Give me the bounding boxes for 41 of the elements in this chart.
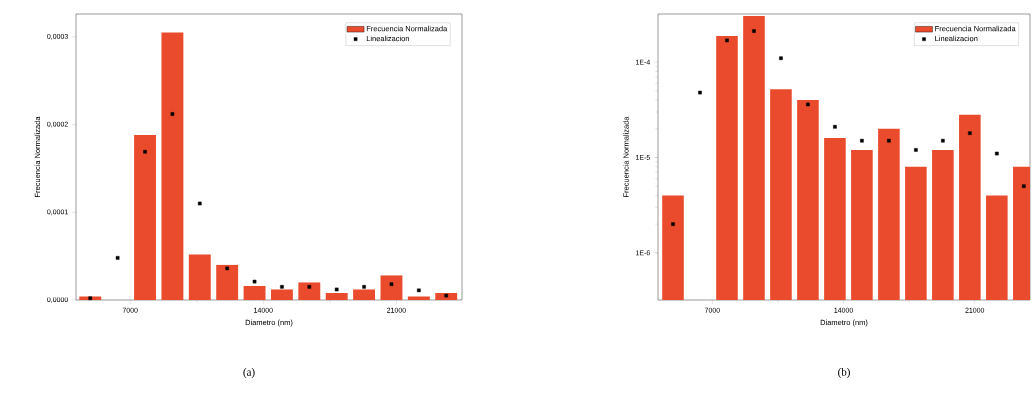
point xyxy=(417,288,421,293)
bar xyxy=(353,289,376,300)
point xyxy=(170,112,175,116)
point xyxy=(941,138,945,143)
point xyxy=(444,293,449,298)
point xyxy=(88,296,93,301)
bar xyxy=(216,264,239,300)
point xyxy=(968,131,972,135)
point xyxy=(914,148,918,152)
bar xyxy=(270,289,293,300)
point xyxy=(725,38,729,43)
point xyxy=(860,138,864,143)
bar xyxy=(380,275,403,300)
bar xyxy=(188,254,211,300)
point xyxy=(389,282,394,286)
point xyxy=(334,287,339,292)
bar xyxy=(325,292,348,300)
point xyxy=(995,151,999,156)
bar xyxy=(407,296,430,300)
point xyxy=(225,266,229,271)
point xyxy=(115,256,120,260)
point xyxy=(671,222,675,226)
point xyxy=(698,90,702,95)
point xyxy=(280,285,284,289)
bar xyxy=(134,135,156,300)
point xyxy=(752,29,756,33)
point xyxy=(362,285,366,289)
bar xyxy=(243,285,266,300)
point xyxy=(307,285,312,289)
text: (b) xyxy=(838,368,850,378)
point xyxy=(833,124,837,129)
point xyxy=(198,201,202,206)
point xyxy=(1022,184,1026,188)
text: (a) xyxy=(243,368,255,378)
point xyxy=(779,56,783,61)
point xyxy=(143,149,147,154)
bar xyxy=(161,32,184,300)
bar xyxy=(298,282,321,300)
point xyxy=(806,102,810,107)
point xyxy=(252,279,257,284)
point xyxy=(887,138,891,143)
